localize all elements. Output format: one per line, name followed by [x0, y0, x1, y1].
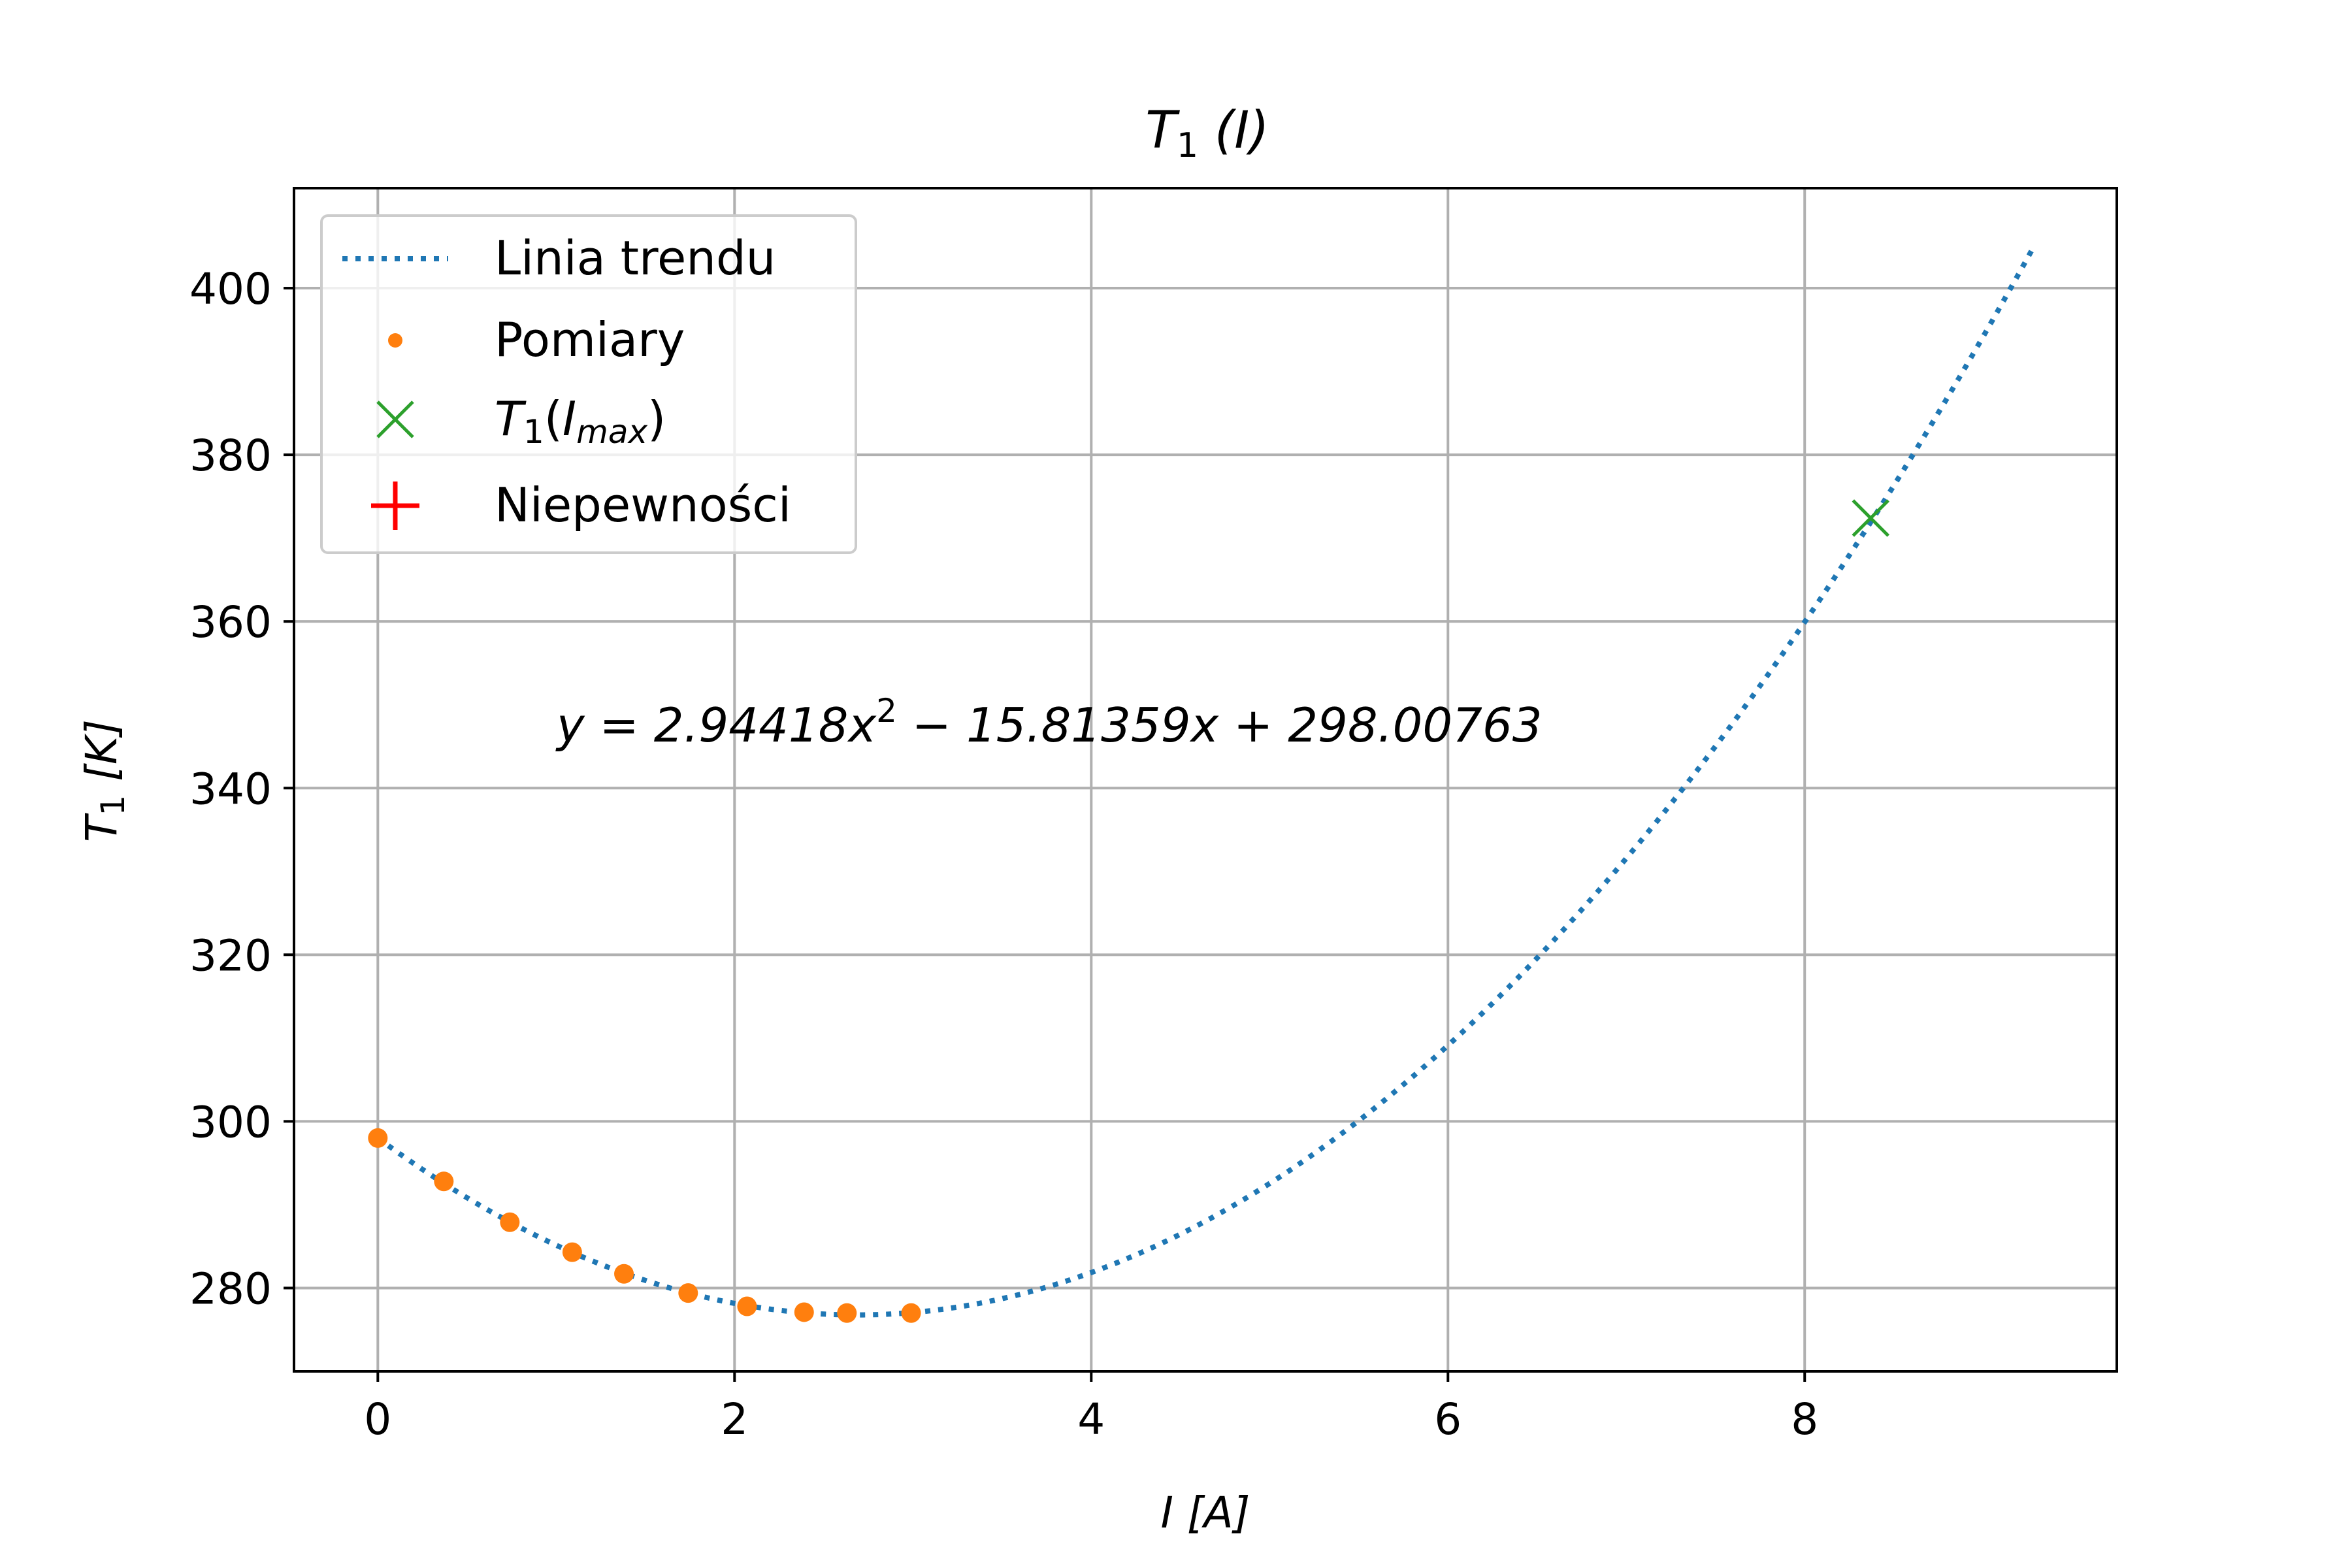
x-axis-ticks: 0 2 4 6 8: [364, 1371, 1818, 1445]
y-tick-label: 280: [189, 1264, 272, 1314]
legend-points-label: Pomiary: [495, 312, 685, 367]
y-tick-label: 300: [189, 1097, 272, 1147]
x-tick-label: 4: [1077, 1394, 1105, 1445]
legend: Linia trendu Pomiary T1((IImax) Niepewno…: [320, 214, 857, 554]
measurement-point: [837, 1303, 857, 1323]
measurement-points: [368, 1128, 921, 1323]
measurement-point: [500, 1212, 520, 1232]
measurement-point: [434, 1171, 454, 1192]
legend-uncert-label: Niepewności: [495, 478, 791, 532]
y-tick-label: 340: [189, 764, 272, 814]
legend-max-swatch: [376, 400, 414, 438]
y-tick-label: 380: [189, 431, 272, 481]
measurement-point: [678, 1283, 698, 1303]
x-tick-label: 2: [721, 1394, 748, 1445]
measurement-point: [901, 1303, 921, 1323]
equation-annotation: y = 2.94418x2 − 15.81359x + 298.00763: [555, 692, 1543, 753]
measurement-point: [794, 1302, 814, 1322]
measurement-point: [368, 1128, 388, 1148]
legend-points-swatch: [388, 333, 402, 348]
legend-max-label: T1((IImax): [495, 391, 666, 451]
y-axis-ticks: 280 300 320 340 360 380 400: [189, 264, 294, 1314]
x-tick-label: 6: [1434, 1394, 1462, 1445]
y-axis-label: T1 [K]: [76, 719, 132, 842]
measurement-point: [614, 1264, 634, 1284]
y-tick-label: 360: [189, 597, 272, 647]
x-tick-label: 8: [1791, 1394, 1818, 1445]
plot-frame: [293, 187, 2118, 1373]
max-marker-stroke: [1852, 499, 1890, 537]
measurement-point: [562, 1242, 582, 1262]
x-axis-label: I [A]: [1160, 1488, 1250, 1538]
x-tick-label: 0: [364, 1394, 391, 1445]
max-marker: [1852, 499, 1890, 537]
legend-uncert-swatch: [371, 482, 419, 530]
legend-box: [320, 214, 857, 554]
measurement-point: [737, 1296, 757, 1316]
y-tick-label: 400: [189, 264, 272, 314]
chart-title: T1 (I): [1145, 101, 1269, 165]
y-tick-label: 320: [189, 930, 272, 981]
legend-trend-label: Linia trendu: [495, 231, 776, 286]
